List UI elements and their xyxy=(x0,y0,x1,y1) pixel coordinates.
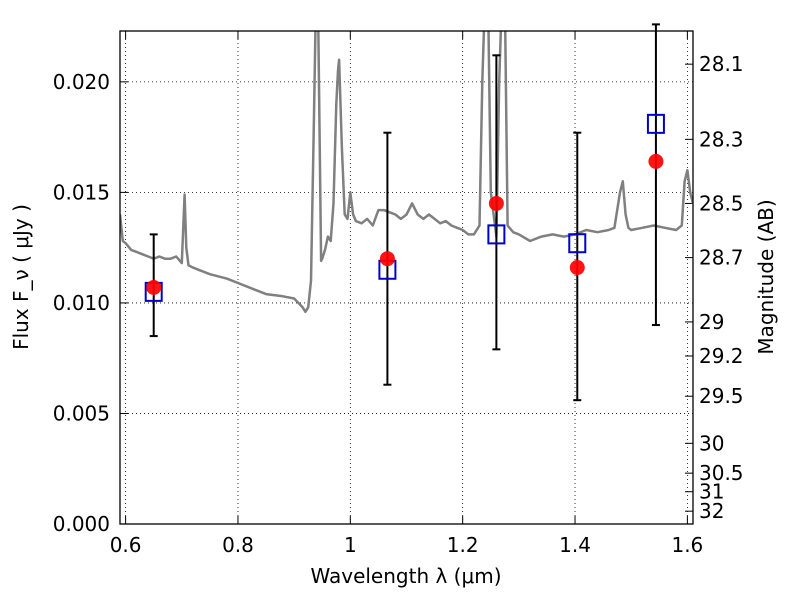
model-square-point xyxy=(646,113,665,134)
x-tick-label: 0.8 xyxy=(222,533,254,557)
right-tick-label: 29.2 xyxy=(699,344,744,368)
right-tick-label: 29.5 xyxy=(699,384,744,408)
right-tick-label: 28.7 xyxy=(699,246,744,270)
right-tick-label: 28.1 xyxy=(699,52,744,76)
observed-circle-point xyxy=(569,260,585,276)
x-tick-label: 1.2 xyxy=(447,533,479,557)
y-axis-label: Flux F_ν ( μJy ) xyxy=(9,204,33,350)
x-tick-label: 0.6 xyxy=(110,533,142,557)
x-axis-label: Wavelength λ (μm) xyxy=(310,564,501,588)
observed-circle-point xyxy=(488,195,504,211)
y-tick-label: 0.015 xyxy=(53,180,110,204)
y-tick-label: 0.000 xyxy=(53,512,110,536)
plot-background xyxy=(120,31,693,524)
model-square-point xyxy=(568,233,587,254)
right-tick-label: 30.5 xyxy=(699,461,744,485)
y-tick-label: 0.010 xyxy=(53,291,110,315)
x-axis-ticks: 0.6 0.8 1 1.2 1.4 1.6 xyxy=(110,31,703,557)
right-tick-label: 30 xyxy=(699,431,724,455)
observed-circle-point xyxy=(648,153,664,169)
y-tick-label: 0.005 xyxy=(53,401,110,425)
right-tick-label: 31 xyxy=(699,480,724,504)
right-tick-label: 28.5 xyxy=(699,191,744,215)
model-square-point xyxy=(487,224,506,245)
observed-circle-point xyxy=(146,279,162,295)
data-layer xyxy=(120,31,693,314)
x-tick-label: 1.6 xyxy=(671,533,703,557)
right-tick-label: 29 xyxy=(699,310,724,334)
marker-layer xyxy=(144,23,665,402)
y-axis-ticks: 0.000 0.005 0.010 0.015 0.020 xyxy=(53,70,128,536)
x-tick-label: 1 xyxy=(344,533,357,557)
observed-circle-point xyxy=(379,251,395,267)
spectrum-line xyxy=(120,31,693,314)
right-tick-label: 28.3 xyxy=(699,127,744,151)
y-tick-label: 0.020 xyxy=(53,70,110,94)
x-tick-label: 1.4 xyxy=(559,533,591,557)
right-axis-label: Magnitude (AB) xyxy=(754,199,778,354)
plot-frame xyxy=(119,30,694,525)
right-tick-label: 32 xyxy=(699,499,724,523)
